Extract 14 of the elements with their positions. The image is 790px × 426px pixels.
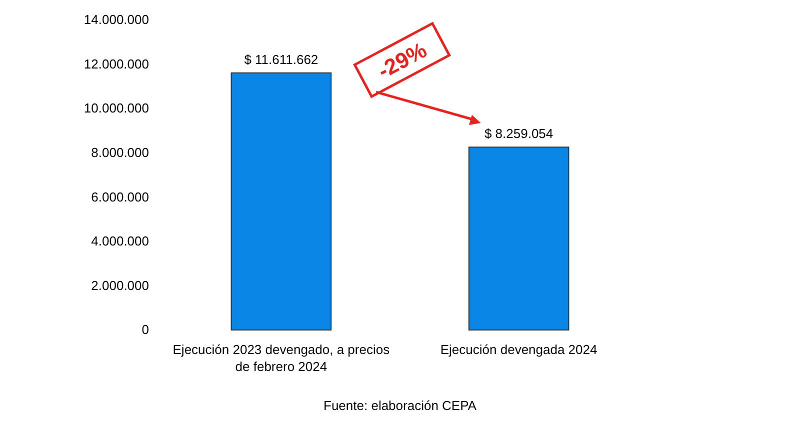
- y-tick-label: 2.000.000: [91, 278, 149, 293]
- data-label: $ 11.611.662: [244, 52, 318, 67]
- y-tick-label: 12.000.000: [84, 56, 149, 72]
- source-note: Fuente: elaboración CEPA: [324, 398, 477, 413]
- y-tick-label: 10.000.000: [84, 100, 149, 116]
- y-tick-label: 0: [142, 322, 149, 338]
- y-tick-label: 4.000.000: [91, 234, 149, 249]
- y-tick-label: 14.000.000: [84, 12, 149, 28]
- y-tick-label: 6.000.000: [91, 189, 149, 204]
- annotation: -29%: [374, 37, 431, 84]
- data-label: $ 8.259.054: [484, 126, 554, 142]
- x-tick-label: Ejecución 2023 devengado, a precios de febrero 2024: [172, 342, 390, 374]
- y-tick-label: 8.000.000: [91, 145, 149, 160]
- x-tick-label: Ejecución devengada 2024: [440, 342, 598, 357]
